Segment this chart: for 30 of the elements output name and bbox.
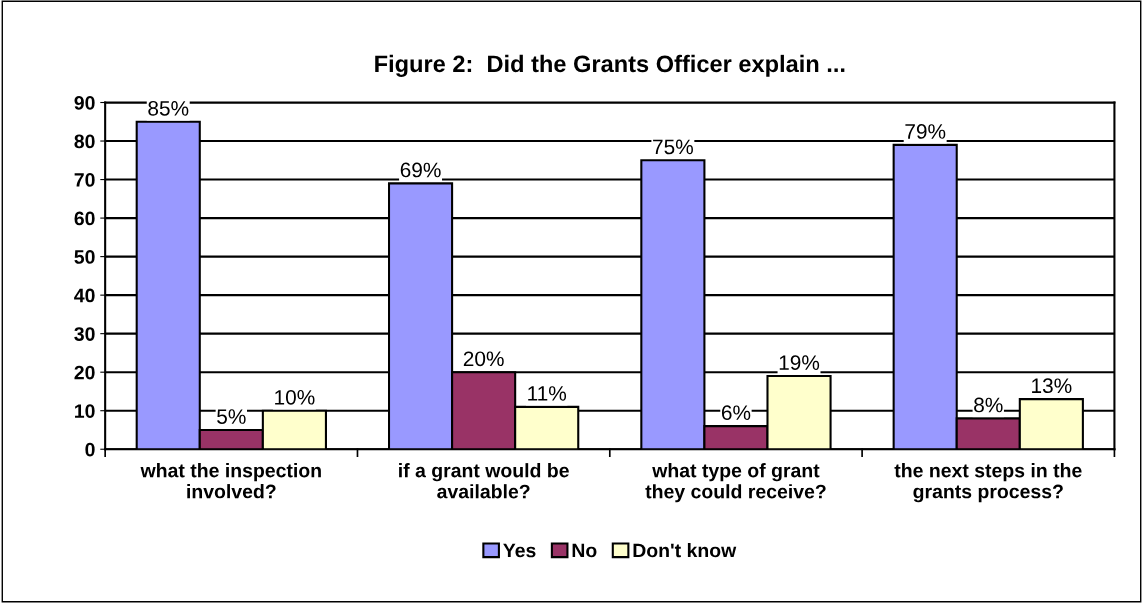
data-label: 8% (974, 397, 1003, 413)
x-tick-label: if a grant would be available? (399, 463, 569, 499)
data-label: 20% (463, 351, 504, 367)
data-label: 69% (400, 162, 441, 178)
data-label: 85% (148, 100, 189, 116)
data-label: 6% (721, 405, 751, 421)
y-tick-label: 50 (74, 250, 95, 264)
chart-title: Figure 2: Did the Grants Officer explain ... (375, 54, 845, 77)
data-label: 10% (275, 389, 315, 405)
x-tick-label: the next steps in the grants process? (894, 463, 1082, 503)
y-tick-label: 0 (85, 442, 95, 457)
y-tick-label: 90 (74, 95, 95, 110)
legend-label: Yes (503, 543, 536, 558)
x-tick-label: what type of grant they could receive? (645, 463, 826, 503)
y-tick-label: 40 (74, 288, 95, 303)
legend-label: No (572, 543, 597, 558)
data-label: 5% (217, 409, 246, 424)
y-tick-label: 10 (75, 404, 95, 418)
y-tick-label: 80 (74, 134, 95, 149)
y-tick-label: 20 (74, 365, 95, 380)
y-tick-label: 70 (74, 173, 95, 187)
data-label: 75% (653, 139, 693, 155)
x-tick-label: what the inspection involved? (140, 463, 321, 499)
legend-label: Don't know (633, 543, 737, 558)
data-label: 79% (905, 124, 946, 139)
data-label: 11% (528, 386, 567, 401)
y-tick-label: 60 (74, 211, 95, 226)
data-label: 19% (779, 355, 820, 370)
y-tick-label: 30 (74, 327, 95, 341)
data-label: 13% (1032, 378, 1072, 394)
